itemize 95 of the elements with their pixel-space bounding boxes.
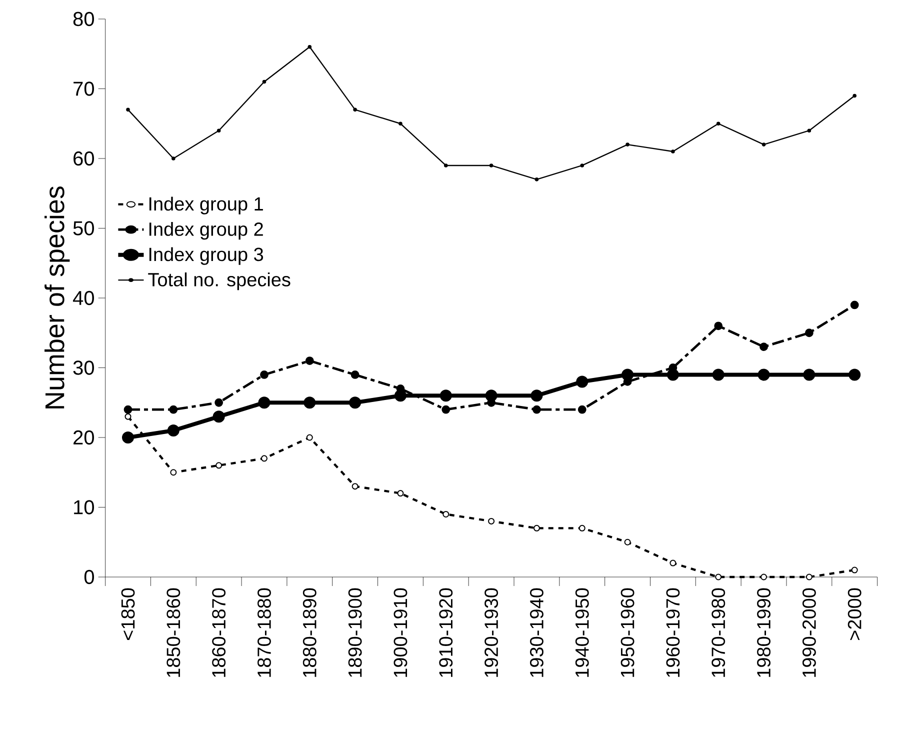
y-tick-label: 50 xyxy=(73,221,94,236)
point xyxy=(214,398,224,407)
x-tick-label: 1910-1920 xyxy=(439,588,453,677)
point xyxy=(489,164,494,168)
point xyxy=(666,368,679,381)
legend-label: Index group 1 xyxy=(149,196,263,214)
y-tick-label: 0 xyxy=(84,570,94,584)
point xyxy=(715,574,722,580)
x-tick-label: 1980-1990 xyxy=(757,588,770,677)
x-tick-label: 1870-1880 xyxy=(258,588,271,677)
x-tick-label: 1970-1980 xyxy=(712,588,726,677)
point xyxy=(260,370,268,379)
point xyxy=(622,368,634,381)
point xyxy=(716,122,720,126)
x-tick-label: 1940-1950 xyxy=(575,588,589,677)
point xyxy=(848,368,861,381)
point xyxy=(530,390,543,402)
point xyxy=(304,396,316,409)
point xyxy=(534,178,539,182)
y-tick-label: 60 xyxy=(74,151,94,166)
point xyxy=(762,142,766,146)
point xyxy=(167,424,180,437)
point xyxy=(485,390,498,402)
point xyxy=(626,142,630,146)
point xyxy=(216,462,222,469)
point xyxy=(262,80,266,84)
point xyxy=(851,566,858,574)
point xyxy=(126,108,130,112)
point xyxy=(260,455,268,462)
x-tick-label: 1960-1970 xyxy=(666,588,680,677)
legend-label: Total no. species xyxy=(148,272,290,290)
point xyxy=(124,405,132,414)
point xyxy=(580,164,584,168)
y-tick-label: 10 xyxy=(74,500,94,514)
x-tick-label: 1880-1890 xyxy=(302,588,316,677)
point xyxy=(532,405,541,414)
point xyxy=(305,356,314,365)
point xyxy=(170,469,177,476)
x-tick-label: 1890-1900 xyxy=(348,588,362,677)
point xyxy=(758,368,770,381)
legend-label: Index group 2 xyxy=(149,222,263,240)
point xyxy=(442,510,450,518)
point xyxy=(398,122,402,126)
x-tick-label: 1860-1870 xyxy=(212,588,226,677)
point xyxy=(670,560,676,566)
point xyxy=(760,342,768,352)
y-tick-label: 80 xyxy=(73,12,94,26)
legend-label: Index group 3 xyxy=(149,247,264,265)
point xyxy=(350,370,360,379)
point xyxy=(624,538,631,546)
point xyxy=(850,300,859,310)
point xyxy=(712,368,724,381)
point xyxy=(258,396,270,409)
x-tick-label: 1950-1960 xyxy=(620,588,634,677)
x-tick-label: >2000 xyxy=(848,588,862,640)
x-tick-label: 1900-1910 xyxy=(394,588,408,677)
x-tick-label: 1990-2000 xyxy=(802,588,816,677)
point xyxy=(576,376,588,388)
point xyxy=(488,518,495,524)
point xyxy=(442,405,450,414)
y-tick-label: 70 xyxy=(74,82,94,96)
point xyxy=(169,405,178,414)
point xyxy=(444,164,448,168)
point xyxy=(671,150,675,154)
point xyxy=(306,434,313,441)
point xyxy=(760,574,768,580)
y-axis-title: Number of species xyxy=(44,186,70,408)
point xyxy=(122,432,134,444)
point xyxy=(394,390,406,402)
y-tick-label: 40 xyxy=(72,290,94,306)
x-tick-label: 1930-1940 xyxy=(530,588,544,677)
x-tick-label: 1920-1930 xyxy=(484,588,498,677)
point xyxy=(212,410,225,423)
point xyxy=(803,368,816,381)
point xyxy=(578,405,586,414)
x-tick-label: <1850 xyxy=(121,588,135,640)
point xyxy=(807,128,812,132)
y-tick-label: 30 xyxy=(73,360,94,375)
point xyxy=(806,574,812,580)
point xyxy=(804,328,814,338)
y-tick-label: 20 xyxy=(74,430,94,445)
point xyxy=(352,483,358,490)
point xyxy=(578,524,586,532)
point xyxy=(714,322,723,330)
point xyxy=(440,390,452,402)
point xyxy=(124,413,132,420)
x-tick-label: 1850-1860 xyxy=(166,588,180,677)
point xyxy=(216,128,221,132)
point xyxy=(308,45,312,49)
point xyxy=(349,396,362,409)
point xyxy=(397,490,404,497)
point xyxy=(852,94,856,98)
point xyxy=(353,108,357,112)
point xyxy=(172,156,176,160)
point xyxy=(533,524,540,532)
